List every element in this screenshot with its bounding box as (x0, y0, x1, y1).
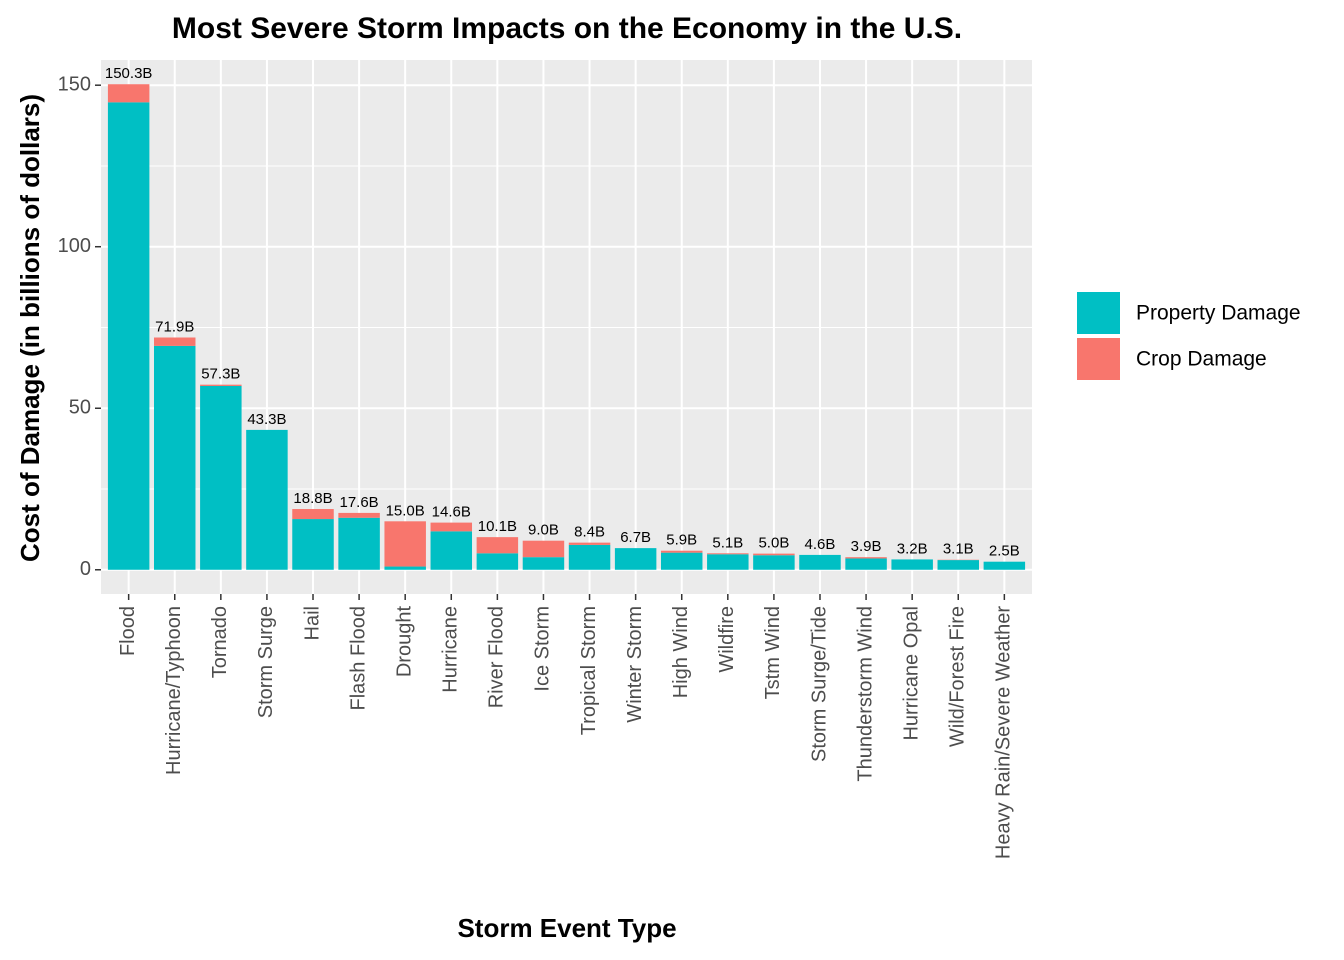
bar-segment (983, 561, 1026, 570)
x-tick-label: Flood (117, 606, 139, 656)
value-label: 5.1B (712, 534, 743, 551)
y-tick-label: 100 (58, 235, 91, 257)
x-tick-label: Thunderstorm Wind (854, 606, 876, 782)
value-label: 18.8B (293, 490, 332, 507)
x-tick-label: Tstm Wind (762, 606, 784, 699)
x-tick-label: Tropical Storm (578, 606, 600, 735)
value-label: 8.4B (574, 524, 605, 541)
y-tick-label: 0 (80, 558, 91, 580)
x-tick-label: Winter Storm (624, 606, 646, 723)
value-label: 9.0B (528, 522, 559, 539)
value-label: 43.3B (247, 411, 286, 428)
value-label: 15.0B (386, 502, 425, 519)
value-label: 5.0B (758, 535, 789, 552)
x-tick-label: Hurricane Opal (900, 606, 922, 741)
value-label: 57.3B (201, 366, 240, 383)
value-label: 10.1B (478, 518, 517, 535)
value-label: 14.6B (432, 504, 471, 521)
bar-segment (430, 531, 473, 570)
bar-segment (522, 540, 565, 558)
value-label: 6.7B (620, 529, 651, 546)
bar-segment (753, 555, 795, 570)
y-tick-label: 50 (69, 397, 91, 419)
value-label: 4.6B (805, 536, 836, 553)
x-tick-label: Drought (393, 606, 415, 678)
value-label: 2.5B (989, 543, 1020, 560)
legend-key (1077, 338, 1120, 380)
x-tick-label: Flash Flood (347, 606, 369, 711)
bar-segment (384, 521, 426, 567)
bar-segment (891, 559, 933, 570)
bar-segment (107, 102, 150, 570)
bar-segment (292, 519, 334, 570)
bar-segment (568, 542, 611, 545)
value-label: 150.3B (105, 65, 153, 82)
bar-segment (707, 554, 749, 570)
y-tick-label: 150 (58, 73, 91, 95)
value-label: 3.9B (851, 538, 882, 555)
bar-segment (107, 84, 150, 103)
value-label: 5.9B (666, 532, 697, 549)
y-axis-title: Cost of Damage (in billions of dollars) (15, 94, 45, 562)
bar-segment (845, 557, 887, 559)
bar-segment (338, 517, 380, 570)
bar-segment (200, 384, 242, 386)
x-tick-label: Storm Surge/Tide (808, 606, 830, 762)
bar-segment (476, 553, 519, 570)
value-label: 17.6B (339, 494, 378, 511)
legend-label: Crop Damage (1136, 348, 1267, 371)
value-label: 3.1B (943, 541, 974, 558)
bar-segment (154, 345, 196, 570)
value-label: 71.9B (155, 318, 194, 335)
x-tick-label: Hail (301, 606, 323, 640)
x-tick-label: Storm Surge (255, 606, 277, 718)
bar-segment (246, 429, 288, 570)
bar-segment (384, 566, 426, 570)
x-tick-label: Heavy Rain/Severe Weather (993, 606, 1015, 859)
x-axis-title: Storm Event Type (457, 913, 676, 943)
bar-segment (845, 558, 887, 570)
x-tick-label: Hurricane (440, 606, 462, 693)
value-label: 3.2B (897, 540, 928, 557)
legend-key (1077, 292, 1120, 334)
bar-segment (154, 337, 196, 346)
x-tick-label: Tornado (209, 606, 231, 678)
bar-segment (614, 548, 657, 570)
x-tick-label: River Flood (486, 606, 508, 708)
bar-segment (476, 537, 519, 554)
bar-segment (753, 553, 795, 556)
chart-title: Most Severe Storm Impacts on the Economy… (172, 12, 962, 45)
bar-segment (522, 557, 565, 570)
bar-segment (338, 512, 380, 518)
bar-segment (660, 552, 703, 570)
bar-segment (568, 544, 611, 570)
bar-segment (200, 385, 242, 570)
bar-segment (430, 522, 473, 532)
legend-label: Property Damage (1136, 302, 1301, 325)
bar-segment (707, 553, 749, 555)
x-tick-label: Ice Storm (532, 606, 554, 692)
bar-segment (660, 550, 703, 553)
x-tick-label: High Wind (670, 606, 692, 698)
bar-segment (799, 554, 841, 570)
x-tick-label: Hurricane/Typhoon (163, 606, 185, 775)
x-tick-label: Wildfire (716, 606, 738, 673)
x-tick-label: Wild/Forest Fire (947, 606, 969, 747)
bar-segment (292, 509, 334, 520)
bar-segment (937, 560, 979, 570)
